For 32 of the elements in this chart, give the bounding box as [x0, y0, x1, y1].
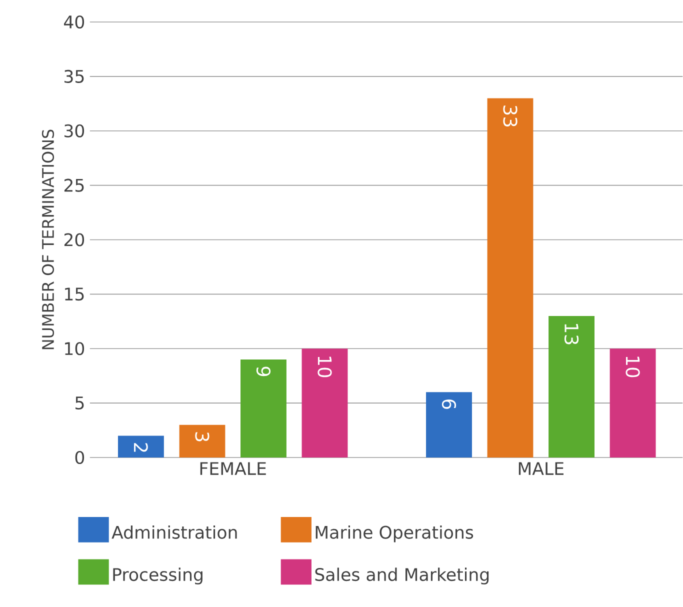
y-tick-label: 15 — [65, 288, 84, 300]
bar — [302, 348, 348, 458]
data-label: 2 — [134, 442, 148, 452]
bar — [610, 348, 656, 458]
bar — [118, 436, 164, 458]
y-axis-title: NUMBER OF TERMINATIONS — [42, 130, 54, 349]
bar — [240, 359, 286, 458]
bar — [548, 316, 595, 458]
x-tick-label: FEMALE — [200, 462, 266, 475]
legend-label: Processing — [113, 567, 202, 584]
bar — [487, 98, 534, 458]
legend-label: Sales and Marketing — [315, 567, 489, 584]
y-tick-label: 5 — [76, 396, 84, 410]
data-label: 3 — [195, 432, 210, 442]
legend-label: Administration — [112, 525, 237, 539]
legend-label: Marine Operations — [316, 525, 474, 542]
y-tick-label: 0 — [75, 450, 84, 464]
data-label: 33 — [503, 105, 518, 126]
data-label: 13 — [564, 324, 579, 344]
y-tick-label: 40 — [64, 15, 84, 28]
data-label: 10 — [626, 356, 640, 377]
y-tick-label: 35 — [64, 70, 84, 83]
y-tick-label: 10 — [65, 342, 84, 356]
y-tick-label: 25 — [64, 178, 84, 192]
data-label: 9 — [256, 366, 271, 376]
y-tick-label: 20 — [64, 233, 84, 246]
data-label: 10 — [318, 356, 332, 377]
x-tick-label: MALE — [518, 462, 564, 475]
bar — [426, 392, 472, 458]
y-tick-label: 30 — [64, 124, 84, 138]
bar — [179, 424, 226, 458]
data-label: 6 — [442, 399, 456, 409]
